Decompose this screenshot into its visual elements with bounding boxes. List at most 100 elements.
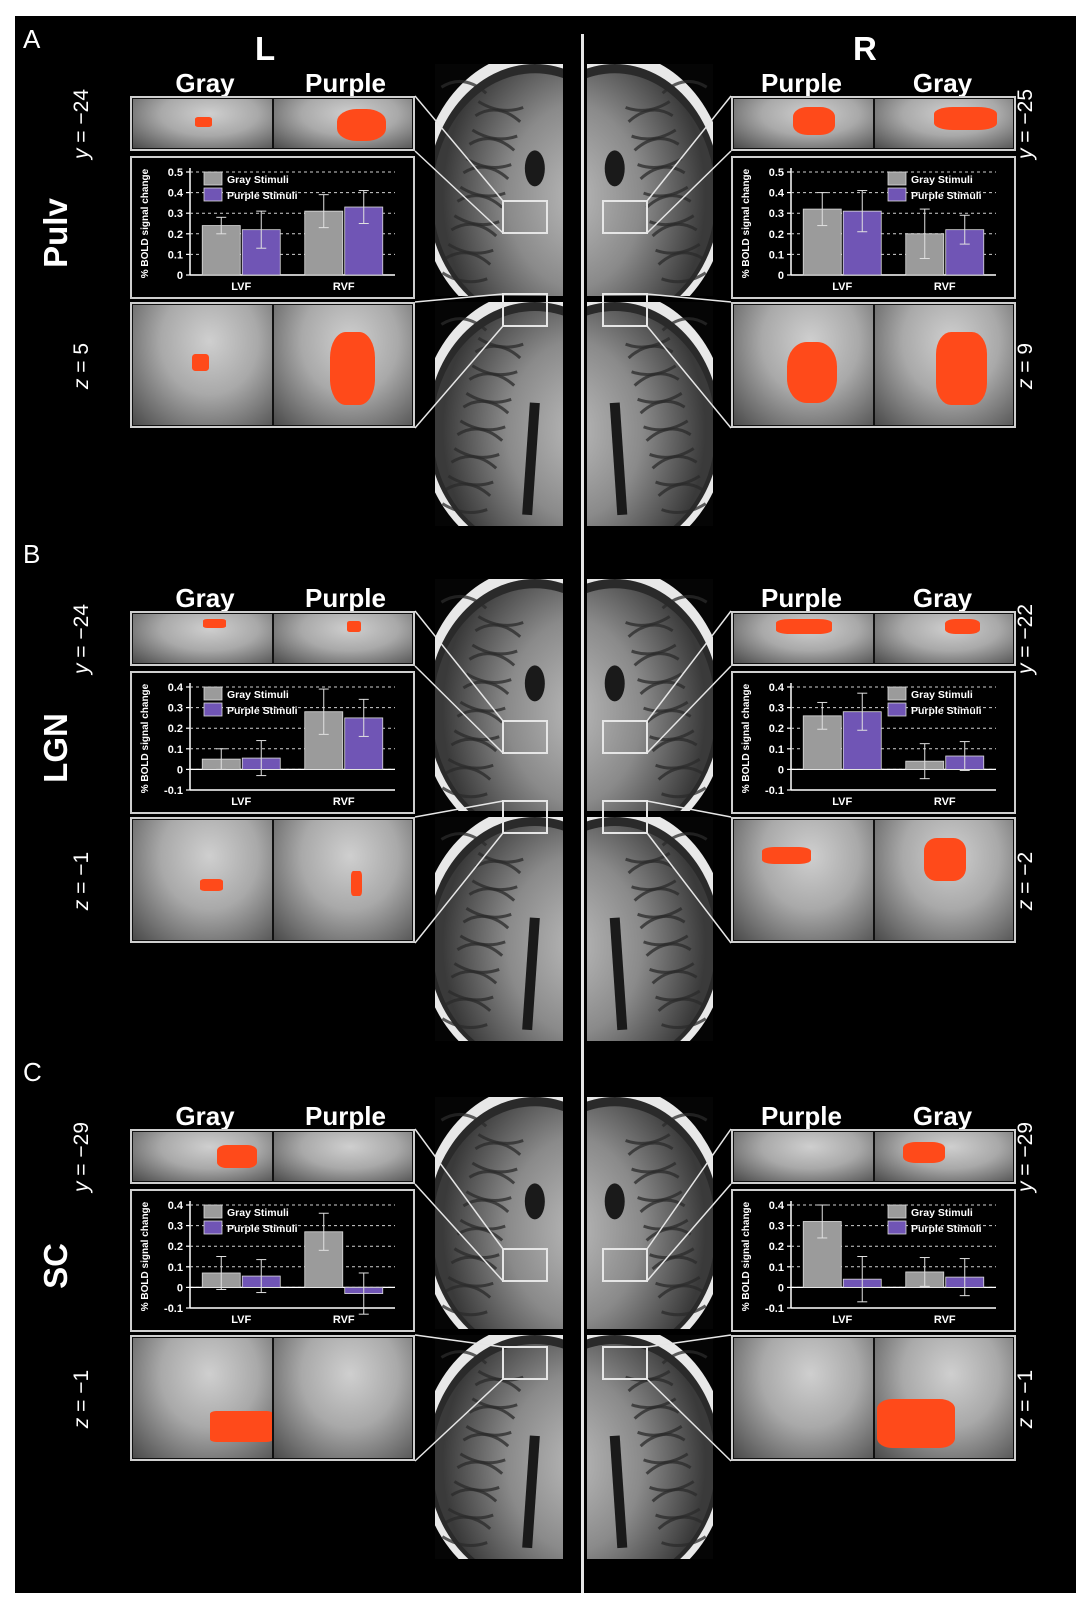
left-column-header-purple: Purple (305, 68, 386, 98)
right-axial-gray-slice-activation (877, 1399, 955, 1448)
left-z-coordinate: z = −1 (70, 1354, 94, 1444)
right-coronal-gray-slice-activation (944, 619, 980, 635)
chart-y-tick-label: 0.5 (168, 167, 183, 179)
left-coronal-gray-slice (132, 1131, 273, 1182)
left-axial-gray-slice-activation (192, 353, 209, 371)
coord-axis: z (1014, 1417, 1037, 1429)
left-bold-chart: 0 0.1 0.2 0.3 0.4 0.5 % BOLD signal change LVF R… (130, 156, 415, 299)
right-axial-gray-slice (873, 1337, 1014, 1459)
left-bold-chart: -0.1 0 0.1 0.2 0.3 0.4 % BOLD signal change LVF… (130, 1189, 415, 1332)
chart-legend-label: Gray Stimuli (227, 689, 289, 701)
chart-y-tick-label: 0.2 (769, 229, 784, 241)
left-axial-purple-slice (272, 1337, 413, 1459)
right-y-coordinate: y = −22 (1014, 594, 1038, 684)
right-axial-brain (587, 302, 713, 526)
left-hemisphere-label: L (255, 30, 276, 67)
right-coronal-brain-image (587, 1097, 713, 1329)
left-axial-brain (435, 1335, 563, 1559)
chart-y-tick-label: 0 (778, 764, 784, 776)
left-coronal-purple-slice-activation (346, 621, 361, 633)
chart-y-axis-label: % BOLD signal change (741, 168, 752, 278)
chart-legend-label: Purple Stimuli (227, 190, 298, 202)
chart-legend-label: Purple Stimuli (911, 190, 982, 202)
right-axial-zoom-panel (731, 1335, 1016, 1461)
chart-x-tick-label: LVF (231, 796, 251, 808)
right-coronal-brain (587, 64, 713, 296)
left-coronal-brain (435, 1097, 563, 1329)
left-axial-purple-slice (272, 304, 413, 426)
left-axial-zoom-panel (130, 1335, 415, 1461)
chart-y-tick-label: 0 (778, 1282, 784, 1294)
coord-value: = −1 (70, 851, 93, 900)
chart-y-tick-label: -0.1 (765, 1303, 784, 1315)
coord-value: = −1 (70, 1369, 93, 1418)
panel-a-label: A (23, 24, 41, 54)
chart-y-tick-label: 0.3 (769, 208, 784, 220)
right-axial-purple-slice-activation (787, 341, 837, 403)
left-coronal-brain (435, 64, 563, 296)
chart-y-tick-label: 0.4 (168, 188, 184, 200)
right-z-coordinate: z = 9 (1014, 321, 1038, 411)
left-z-coordinate: z = −1 (70, 836, 94, 926)
chart-y-tick-label: 0.3 (769, 703, 784, 715)
chart-y-tick-label: 0.4 (769, 682, 785, 694)
chart-x-tick-label: RVF (333, 796, 355, 808)
chart-y-tick-label: 0.2 (769, 723, 784, 735)
chart-y-tick-label: 0.2 (769, 1241, 784, 1253)
right-coronal-zoom-panel (731, 1129, 1016, 1184)
right-coronal-purple-slice-activation (793, 106, 836, 135)
right-bold-chart: -0.1 0 0.1 0.2 0.3 0.4 % BOLD signal change LVF… (731, 1189, 1016, 1332)
right-column-header-gray: Gray (912, 583, 973, 613)
left-coronal-purple-slice-activation (336, 109, 386, 141)
left-axial-gray-slice (132, 819, 273, 941)
coord-axis: z (70, 1417, 93, 1429)
left-coronal-gray-slice (132, 613, 273, 664)
coord-value: = −24 (70, 88, 93, 149)
left-y-coordinate: y = −29 (70, 1112, 94, 1202)
chart-x-tick-label: RVF (333, 1314, 355, 1326)
chart-y-tick-label: 0.1 (168, 249, 183, 261)
left-y-coordinate: y = −24 (70, 79, 94, 169)
chart-legend-swatch (203, 686, 223, 701)
right-axial-gray-slice (873, 304, 1014, 426)
coord-value: = 5 (70, 342, 93, 379)
chart-legend-label: Gray Stimuli (227, 1207, 289, 1219)
right-coronal-brain (587, 579, 713, 811)
region-label-pulv: Pulv (37, 198, 74, 268)
coord-axis: z (70, 378, 93, 390)
coord-value: = −22 (1014, 603, 1037, 664)
chart-legend-label: Purple Stimuli (911, 705, 982, 717)
chart-y-tick-label: 0.3 (769, 1221, 784, 1233)
right-axial-brain-image (587, 1335, 713, 1559)
left-coronal-zoom-panel (130, 1129, 415, 1184)
right-bold-chart-svg: -0.1 0 0.1 0.2 0.3 0.4 % BOLD signal change LVF… (741, 1200, 996, 1326)
right-coronal-brain (587, 1097, 713, 1329)
right-y-coordinate: y = −29 (1014, 1112, 1038, 1202)
chart-y-tick-label: 0.1 (769, 249, 784, 261)
coord-axis: y (70, 1181, 93, 1193)
left-column-header-gray: Gray (175, 583, 235, 613)
left-axial-purple-slice (272, 819, 413, 941)
coord-axis: y (70, 148, 93, 160)
left-axial-brain-image (435, 1335, 563, 1559)
right-axial-brain-image (587, 817, 713, 1041)
coord-value: = 9 (1014, 342, 1037, 379)
chart-x-tick-label: LVF (832, 281, 852, 293)
chart-y-tick-label: 0.5 (769, 167, 784, 179)
chart-x-tick-label: LVF (231, 1314, 251, 1326)
right-bold-chart-svg: -0.1 0 0.1 0.2 0.3 0.4 % BOLD signal change LVF… (741, 682, 996, 808)
right-coronal-zoom-panel (731, 96, 1016, 151)
chart-y-tick-label: 0.3 (168, 1221, 183, 1233)
chart-y-axis-label: % BOLD signal change (741, 1201, 752, 1311)
chart-legend-swatch (203, 702, 223, 717)
chart-y-tick-label: 0.3 (168, 208, 183, 220)
chart-legend-swatch (203, 1220, 223, 1235)
right-axial-gray-slice (873, 819, 1014, 941)
left-coronal-brain-image (435, 64, 563, 296)
left-axial-brain-image (435, 302, 563, 526)
coord-value: = −24 (70, 603, 93, 664)
chart-y-tick-label: 0 (177, 1282, 183, 1294)
right-hemisphere-label: R (853, 30, 877, 67)
left-axial-brain (435, 817, 563, 1041)
left-coronal-zoom-panel (130, 611, 415, 666)
